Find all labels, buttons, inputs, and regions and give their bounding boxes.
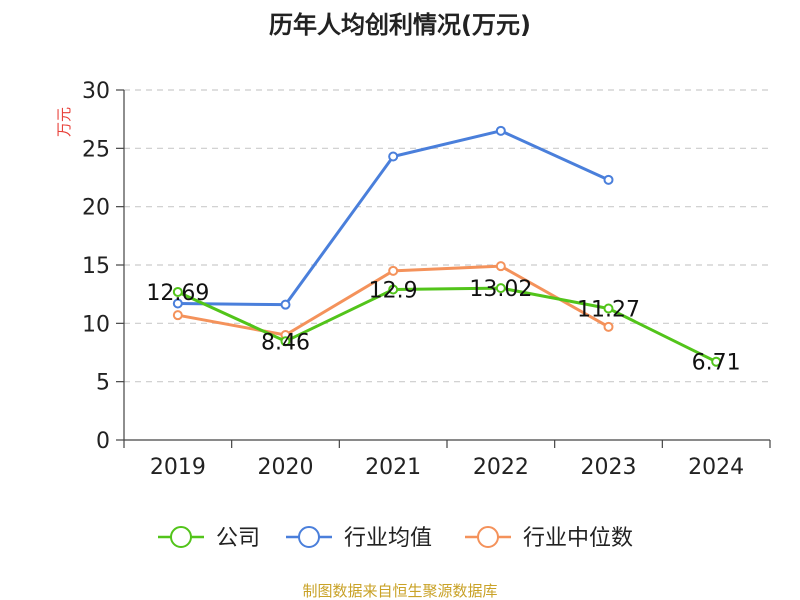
legend[interactable]: 公司 行业均值 行业中位数 — [158, 526, 633, 551]
y-tick-label-25: 25 — [82, 137, 110, 162]
legend-marker-行业中位数 — [477, 526, 499, 548]
point-公司-2022 — [495, 283, 506, 294]
y-tick-label-20: 20 — [82, 196, 110, 221]
legend-label-行业中位数: 行业中位数 — [523, 526, 633, 551]
legend-label-公司: 公司 — [216, 526, 260, 551]
point-行业中位数-2019 — [172, 310, 183, 321]
point-行业中位数-2023 — [603, 321, 614, 332]
point-行业中位数-2022 — [495, 261, 506, 272]
chart-title: 历年人均创利情况(万元) — [269, 11, 531, 39]
series-group — [172, 125, 722, 367]
point-行业均值-2021 — [388, 151, 399, 162]
y-tick-label-10: 10 — [82, 312, 110, 337]
y-tick-label-15: 15 — [82, 254, 110, 279]
y-tick-label-5: 5 — [96, 371, 110, 396]
point-公司-2019 — [172, 286, 183, 297]
point-公司-2023 — [603, 303, 614, 314]
point-行业均值-2022 — [495, 125, 506, 136]
gridlines — [124, 89, 770, 383]
point-行业中位数-2021 — [388, 265, 399, 276]
x-tick-label-2022: 2022 — [473, 455, 529, 480]
x-tick-label-2020: 2020 — [258, 455, 314, 480]
point-行业均值-2019 — [172, 298, 183, 309]
axes: 0 5 10 15 20 25 30 2019 2020 2021 2022 2023 2024 — [82, 79, 771, 480]
data-label-2024: 6.71 — [692, 351, 741, 376]
data-label-2020: 8.46 — [261, 330, 310, 355]
data-label-2023: 11.27 — [577, 298, 640, 323]
y-tick-label-30: 30 — [82, 79, 110, 104]
legend-item-行业均值[interactable]: 行业均值 — [286, 526, 432, 551]
legend-marker-公司 — [170, 526, 192, 548]
x-tick-label-2021: 2021 — [365, 455, 421, 480]
point-公司-2021 — [388, 284, 399, 295]
x-tick-label-2019: 2019 — [150, 455, 206, 480]
data-labels: 12.69 8.46 12.9 13.02 11.27 6.71 — [146, 277, 740, 376]
point-行业均值-2020 — [280, 299, 291, 310]
point-公司-2024 — [711, 356, 722, 367]
data-label-2021: 12.9 — [369, 279, 418, 304]
series-line-公司 — [177, 286, 717, 364]
data-label-2022: 13.02 — [469, 277, 532, 302]
legend-marker-行业均值 — [298, 526, 320, 548]
source-note: 制图数据来自恒生聚源数据库 — [302, 582, 497, 600]
legend-item-行业中位数[interactable]: 行业中位数 — [465, 526, 633, 551]
y-tick-label-0: 0 — [96, 429, 110, 454]
y-axis-label: 万元 — [55, 107, 73, 137]
x-tick-label-2024: 2024 — [688, 455, 744, 480]
x-tick-label-2023: 2023 — [581, 455, 637, 480]
point-行业均值-2023 — [603, 174, 614, 185]
legend-label-行业均值: 行业均值 — [344, 526, 432, 551]
point-公司-2020 — [280, 336, 291, 347]
data-label-2019: 12.69 — [146, 281, 209, 306]
legend-item-公司[interactable]: 公司 — [158, 526, 260, 551]
